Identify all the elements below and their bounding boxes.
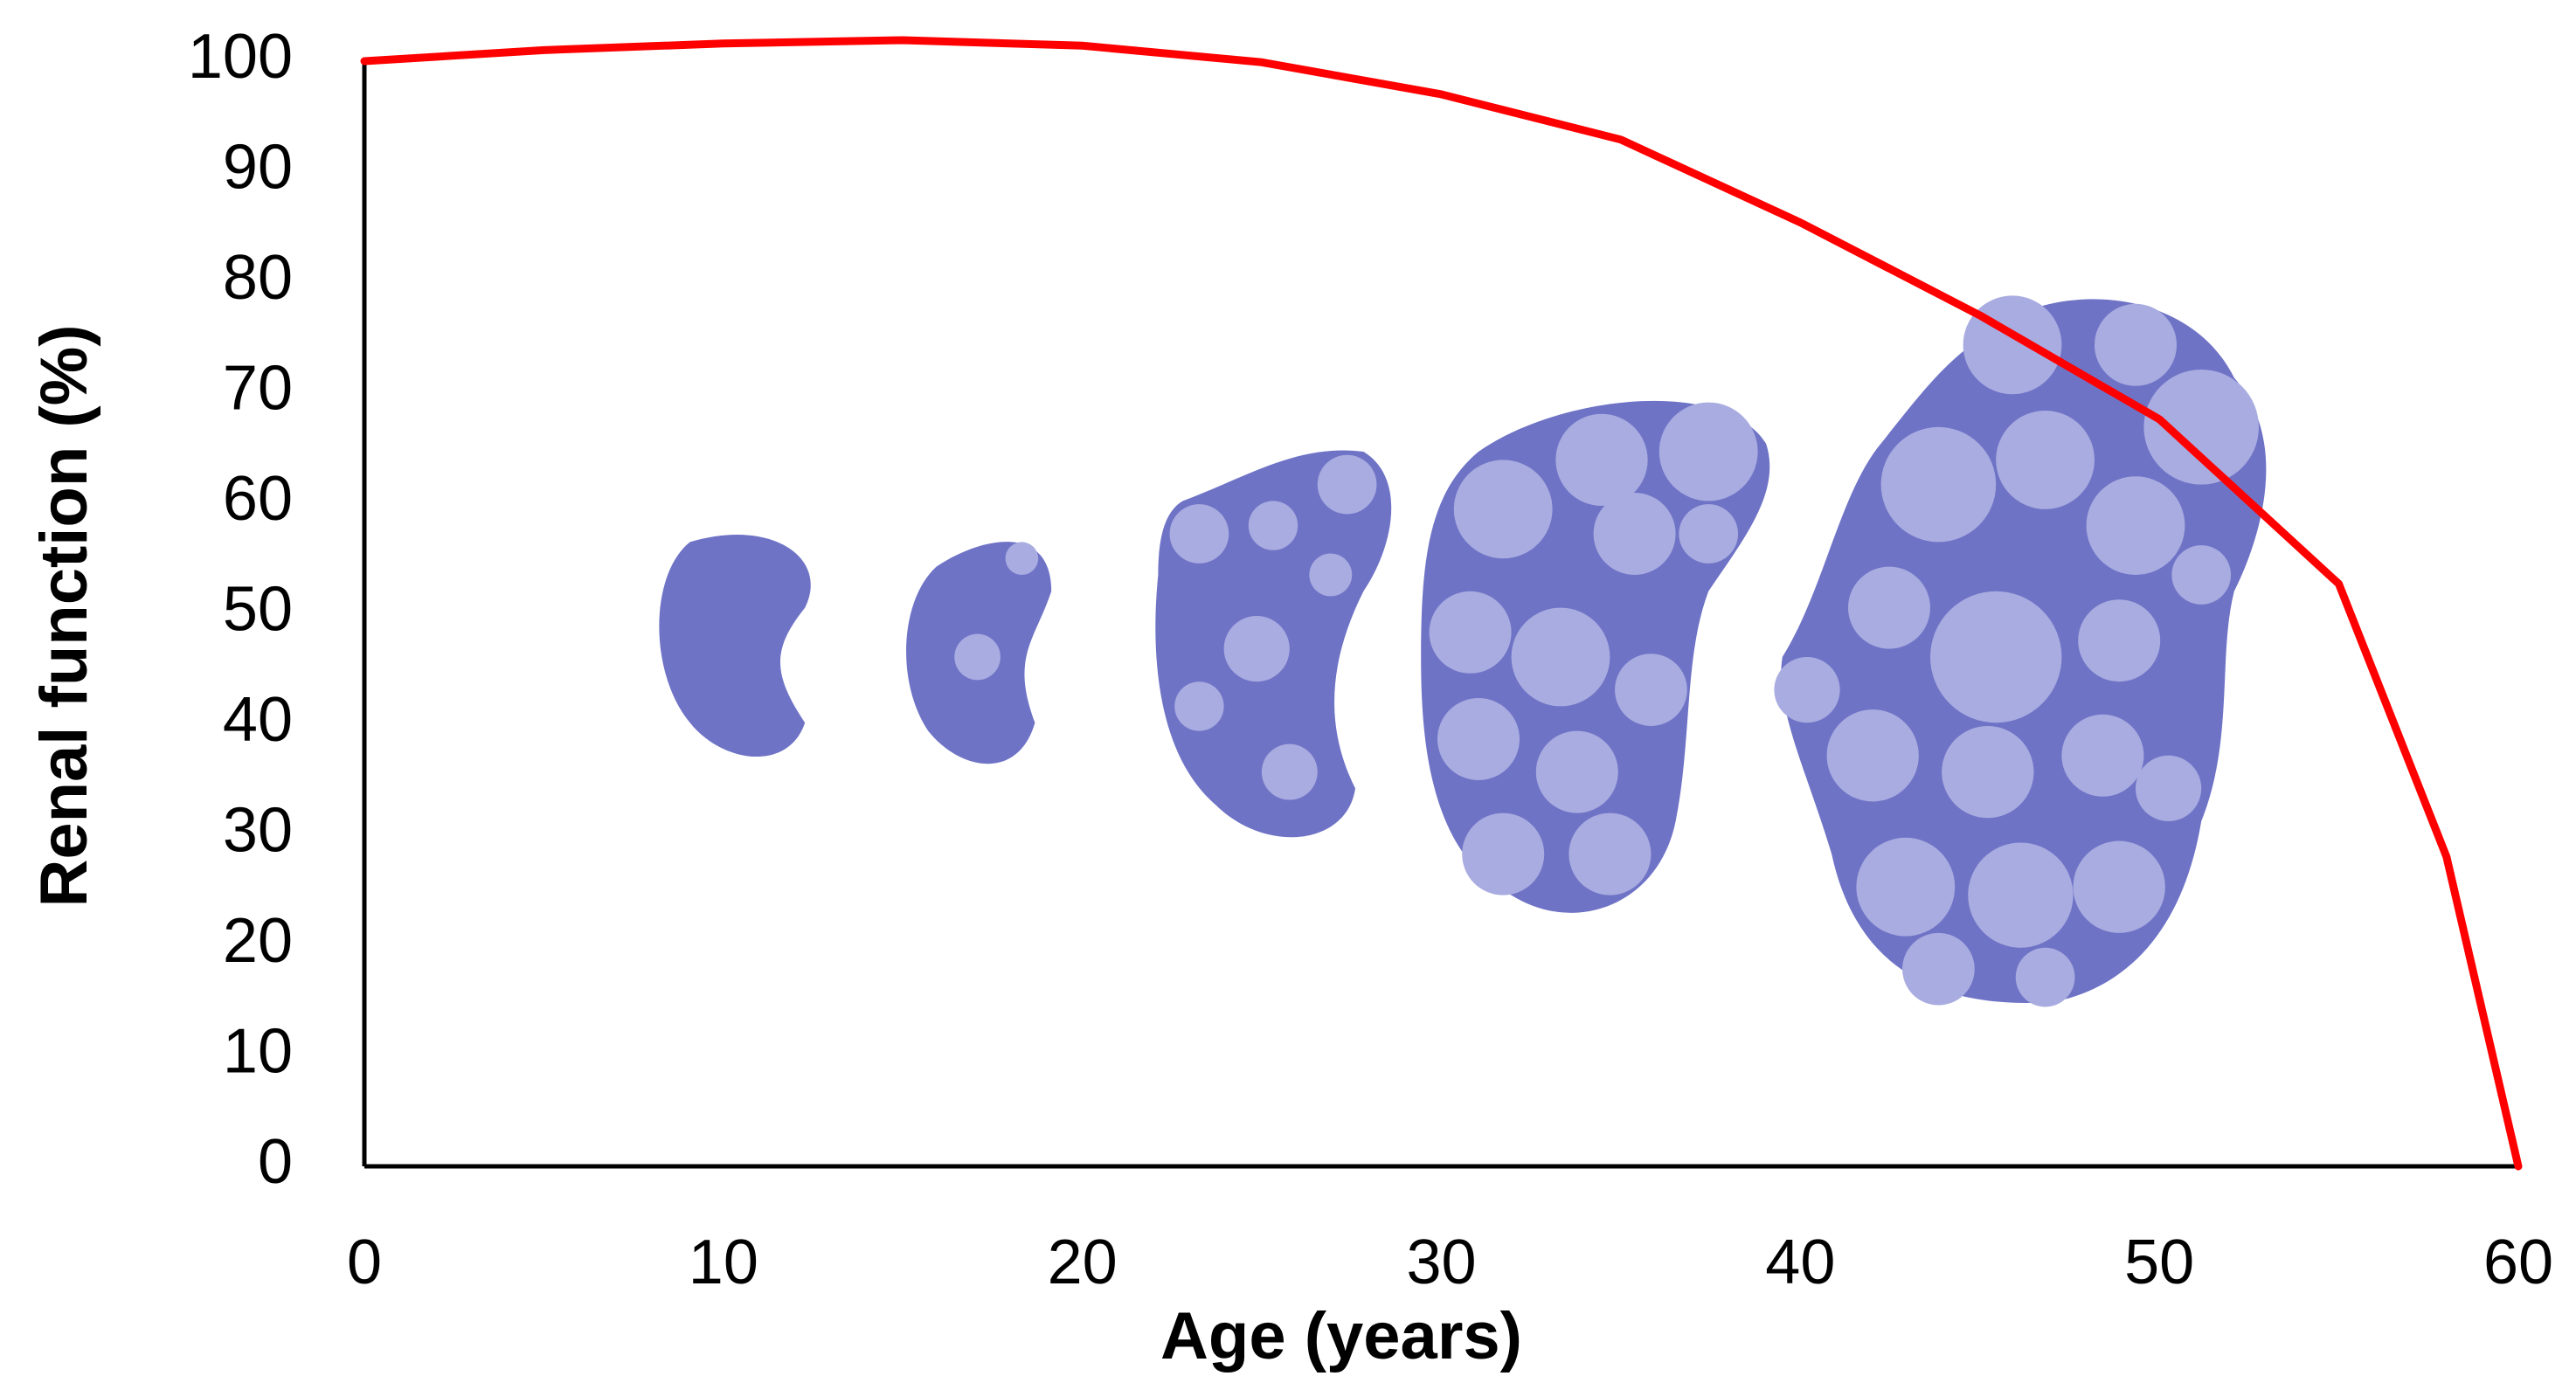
chart: Age (years) Renal function (%) 0 10 20 30 40… (0, 0, 2576, 1383)
y-tick-label: 60 (223, 464, 293, 534)
x-tick-label: 50 (2124, 1227, 2194, 1297)
y-tick-label: 70 (223, 354, 293, 424)
kidney-5 (1774, 295, 2266, 1006)
x-tick-label: 0 (347, 1227, 382, 1297)
y-axis-title: Renal function (%) (27, 324, 101, 907)
y-tick-label: 40 (223, 685, 293, 755)
kidney-4 (1421, 401, 1769, 913)
y-tick-label: 0 (258, 1127, 293, 1197)
x-tick-label: 40 (1765, 1227, 1835, 1297)
y-tick-label: 20 (223, 906, 293, 976)
y-tick-label: 50 (223, 575, 293, 645)
x-tick-label: 60 (2483, 1227, 2553, 1297)
kidney-2 (906, 542, 1051, 764)
page: {"chart_data": {"type": "line", "x_label… (0, 0, 2576, 1383)
x-axis-title: Age (years) (1160, 1299, 1522, 1373)
y-tick-label: 100 (188, 22, 293, 92)
kidney-illustrations (659, 295, 2266, 1006)
kidney-1 (659, 535, 810, 757)
y-tick-label: 90 (223, 133, 293, 203)
x-tick-label: 30 (1406, 1227, 1476, 1297)
x-tick-label: 10 (689, 1227, 758, 1297)
kidney-3 (1155, 451, 1391, 838)
y-tick-label: 30 (223, 796, 293, 866)
x-tick-label: 20 (1048, 1227, 1118, 1297)
y-tick-label: 80 (223, 243, 293, 313)
y-tick-label: 10 (223, 1017, 293, 1087)
